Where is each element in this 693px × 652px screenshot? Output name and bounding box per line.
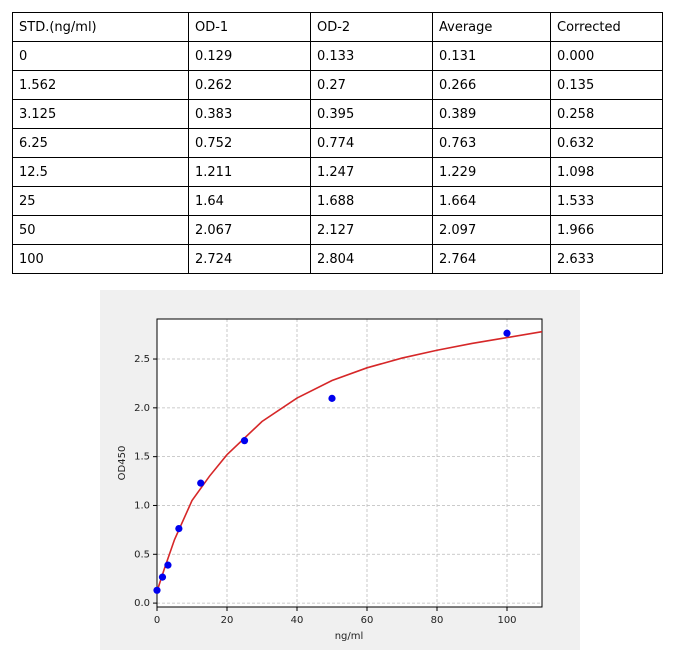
x-label: ng/ml bbox=[335, 631, 364, 642]
table-row: STD.(ng/ml) OD-1 OD-2 Average Corrected bbox=[12, 12, 663, 42]
table-row: 50 2.067 2.127 2.097 1.966 bbox=[12, 215, 663, 245]
data-point bbox=[175, 525, 183, 533]
plot-area bbox=[157, 319, 542, 607]
data-table: STD.(ng/ml) OD-1 OD-2 Average Corrected 0 0.12… bbox=[12, 12, 663, 274]
table-cell: 0.27 bbox=[310, 70, 433, 100]
axes-frame bbox=[156, 318, 543, 608]
y-label: OD450 bbox=[117, 446, 128, 481]
x-tick-label: 100 bbox=[497, 615, 516, 626]
table-cell: 0.752 bbox=[188, 128, 311, 158]
y-tick-label: 2.5 bbox=[134, 354, 150, 365]
table-cell: 100 bbox=[12, 244, 189, 274]
data-point bbox=[164, 561, 172, 569]
table-cell: 1.966 bbox=[550, 215, 663, 245]
table-cell: STD.(ng/ml) bbox=[12, 12, 189, 42]
y-tick-label: 1.0 bbox=[134, 500, 150, 511]
x-tick-label: 80 bbox=[431, 615, 444, 626]
y-tick-label: 0.5 bbox=[134, 549, 150, 560]
y-tick-label: 1.5 bbox=[134, 452, 150, 463]
y-tick-label: 0.0 bbox=[134, 598, 150, 609]
table-cell: 0.129 bbox=[188, 41, 311, 71]
table-cell: Average bbox=[432, 12, 551, 42]
table-row: 3.125 0.383 0.395 0.389 0.258 bbox=[12, 99, 663, 129]
table-cell: 0.133 bbox=[310, 41, 433, 71]
table-row: 100 2.724 2.804 2.764 2.633 bbox=[12, 244, 663, 274]
table-cell: 1.098 bbox=[550, 157, 663, 187]
data-point bbox=[197, 479, 205, 487]
x-tick-label: 20 bbox=[221, 615, 234, 626]
x-tick-label: 40 bbox=[291, 615, 304, 626]
table-cell: 2.097 bbox=[432, 215, 551, 245]
x-tick-label: 0 bbox=[154, 615, 160, 626]
table-cell: 0.763 bbox=[432, 128, 551, 158]
table-row: 0 0.129 0.133 0.131 0.000 bbox=[12, 41, 663, 71]
table-cell: 0.395 bbox=[310, 99, 433, 129]
data-point bbox=[328, 394, 336, 402]
table-cell: 1.229 bbox=[432, 157, 551, 187]
table-cell: 3.125 bbox=[12, 99, 189, 129]
table-cell: 0.266 bbox=[432, 70, 551, 100]
data-point bbox=[158, 573, 167, 581]
table-cell: 25 bbox=[12, 186, 189, 216]
x-tick-label: 60 bbox=[361, 615, 374, 626]
table-cell: Corrected bbox=[550, 12, 663, 42]
table-cell: OD-1 bbox=[188, 12, 311, 42]
table-cell: 2.764 bbox=[432, 244, 551, 274]
data-point bbox=[240, 437, 249, 445]
table-cell: 2.724 bbox=[188, 244, 311, 274]
y-tick-label: 2.0 bbox=[134, 403, 150, 414]
table-cell: 1.211 bbox=[188, 157, 311, 187]
table-cell: 2.633 bbox=[550, 244, 663, 274]
table-cell: 1.533 bbox=[550, 186, 663, 216]
data-point bbox=[503, 329, 511, 337]
data-point bbox=[153, 586, 161, 594]
table-cell: 0.389 bbox=[432, 99, 551, 129]
